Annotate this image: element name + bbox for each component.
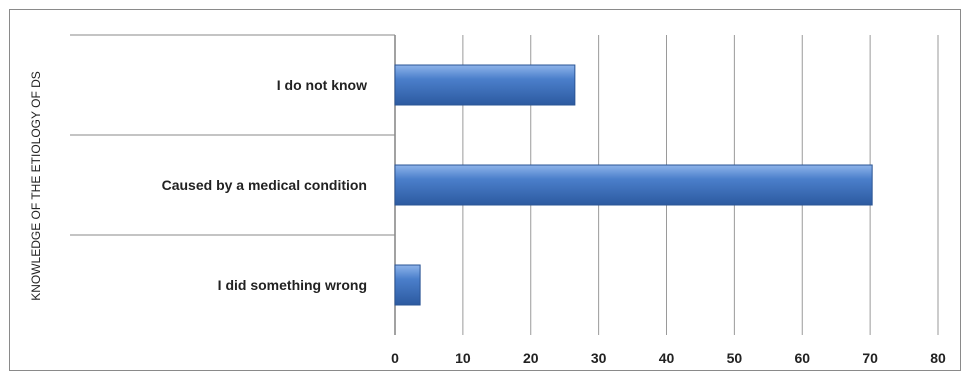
bar	[394, 64, 576, 106]
x-tick-label: 70	[862, 350, 878, 366]
x-tick-label: 20	[523, 350, 539, 366]
x-tick-labels: 0 10 20 30 40 50 60 70 80	[391, 350, 946, 366]
category-label: I do not know	[277, 77, 367, 93]
bar	[394, 264, 421, 306]
category-label: Caused by a medical condition	[162, 177, 367, 193]
x-tick-label: 10	[455, 350, 471, 366]
x-tick-label: 40	[659, 350, 675, 366]
bars	[394, 64, 873, 306]
category-separators	[70, 34, 395, 236]
bar	[394, 164, 873, 206]
x-tick-label: 30	[591, 350, 607, 366]
x-tick-label: 0	[391, 350, 399, 366]
y-axis-label: KNOWLEDGE OF THE ETIOLOGY OF DS	[29, 71, 43, 301]
category-label: I did something wrong	[218, 277, 367, 293]
x-tick-label: 60	[794, 350, 810, 366]
x-tick-label: 50	[727, 350, 743, 366]
x-tick-label: 80	[930, 350, 946, 366]
category-labels: I do not know Caused by a medical conditi…	[162, 77, 367, 293]
